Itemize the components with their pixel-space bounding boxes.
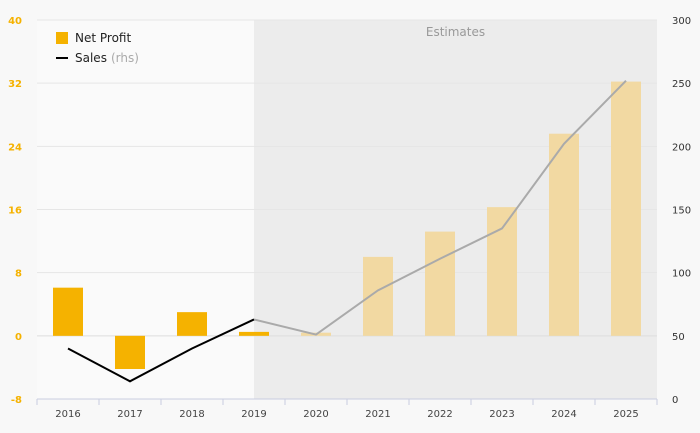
legend-label-sales: Sales (75, 51, 107, 65)
legend: Net Profit Sales (rhs) (56, 28, 139, 68)
legend-item-net-profit[interactable]: Net Profit (56, 28, 139, 48)
legend-swatch-net-profit (56, 32, 68, 44)
y-right-tick-label: 0 (672, 395, 678, 406)
y-right-tick-label: 100 (672, 269, 691, 280)
x-tick-label: 2022 (427, 409, 452, 420)
y-left-tick-label: 24 (8, 142, 22, 153)
y-right-tick-label: 150 (672, 206, 691, 217)
y-left-tick-label: 32 (8, 79, 22, 90)
bar-net-profit-2018 (177, 312, 207, 336)
legend-swatch-sales (56, 57, 68, 59)
bar-net-profit-2019 (239, 331, 269, 336)
x-tick-label: 2020 (303, 409, 328, 420)
legend-label-net-profit: Net Profit (75, 31, 132, 45)
x-tick-label: 2025 (613, 409, 638, 420)
bar-net-profit-2025 (611, 81, 641, 336)
bar-net-profit-2022 (425, 231, 455, 336)
line-sales-actuals (67, 318, 255, 383)
estimates-label: Estimates (426, 25, 485, 39)
y-right-tick-label: 250 (672, 79, 691, 90)
y-right-tick-label: 200 (672, 142, 691, 153)
y-left-tick-label: 8 (15, 269, 22, 280)
bar-net-profit-2023 (487, 207, 517, 336)
x-tick-label: 2017 (117, 409, 142, 420)
legend-item-sales[interactable]: Sales (rhs) (56, 48, 139, 68)
bar-net-profit-2017 (115, 335, 145, 369)
y-left-tick-label: 0 (15, 332, 22, 343)
x-tick-label: 2021 (365, 409, 390, 420)
x-tick-label: 2018 (179, 409, 204, 420)
x-tick-label: 2016 (55, 409, 80, 420)
y-left-tick-label: -8 (11, 395, 22, 406)
bar-net-profit-2021 (363, 256, 393, 336)
y-left-tick-label: 40 (8, 16, 22, 27)
legend-label-rhs: (rhs) (110, 51, 139, 65)
line-sales-estimates (253, 79, 627, 336)
bar-net-profit-2024 (549, 133, 579, 336)
y-right-tick-label: 300 (672, 16, 691, 27)
y-right-tick-label: 50 (672, 332, 685, 343)
x-tick-label: 2024 (551, 409, 576, 420)
x-tick-label: 2023 (489, 409, 514, 420)
bar-net-profit-2016 (53, 287, 83, 336)
x-tick-label: 2019 (241, 409, 266, 420)
y-left-tick-label: 16 (8, 206, 22, 217)
